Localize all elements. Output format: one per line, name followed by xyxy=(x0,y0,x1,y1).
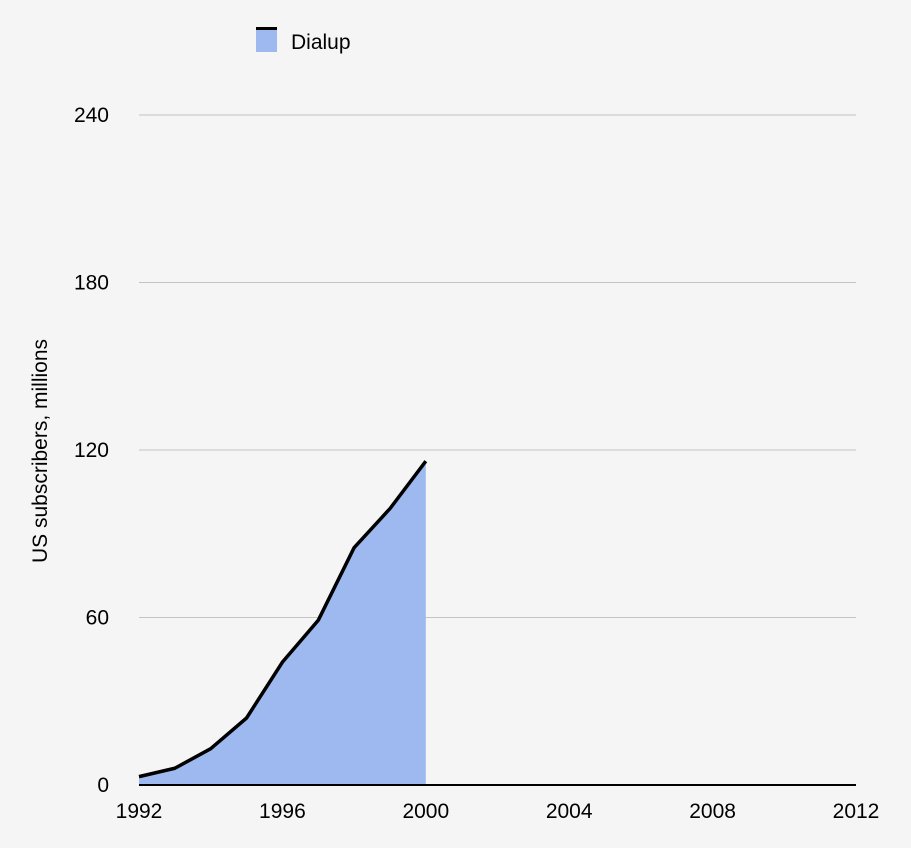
legend-swatch-line-dialup xyxy=(256,27,277,30)
legend-label-dialup: Dialup xyxy=(291,31,351,54)
y-tick-label-0: 0 xyxy=(97,774,109,797)
x-tick-label-1996: 1996 xyxy=(259,800,306,823)
legend-swatch-dialup xyxy=(256,27,277,52)
legend: Dialup xyxy=(256,27,351,54)
y-tick-label-60: 60 xyxy=(86,607,109,630)
y-axis-title: US subscribers, millions xyxy=(29,339,52,563)
x-axis-ticks: 1992 1996 2000 2004 2008 2012 xyxy=(116,800,880,823)
y-tick-label-240: 240 xyxy=(74,104,109,127)
y-tick-label-180: 180 xyxy=(74,272,109,295)
series-layer xyxy=(138,460,428,785)
series-area-dialup xyxy=(139,461,426,785)
y-tick-label-120: 120 xyxy=(74,439,109,462)
x-tick-label-1992: 1992 xyxy=(116,800,163,823)
x-tick-label-2000: 2000 xyxy=(402,800,449,823)
gridlines xyxy=(139,114,856,618)
x-tick-label-2004: 2004 xyxy=(546,800,593,823)
x-tick-label-2012: 2012 xyxy=(833,800,880,823)
y-axis-ticks: 0 60 120 180 240 xyxy=(74,104,109,797)
x-tick-label-2008: 2008 xyxy=(689,800,736,823)
series-line-dialup xyxy=(138,460,428,779)
